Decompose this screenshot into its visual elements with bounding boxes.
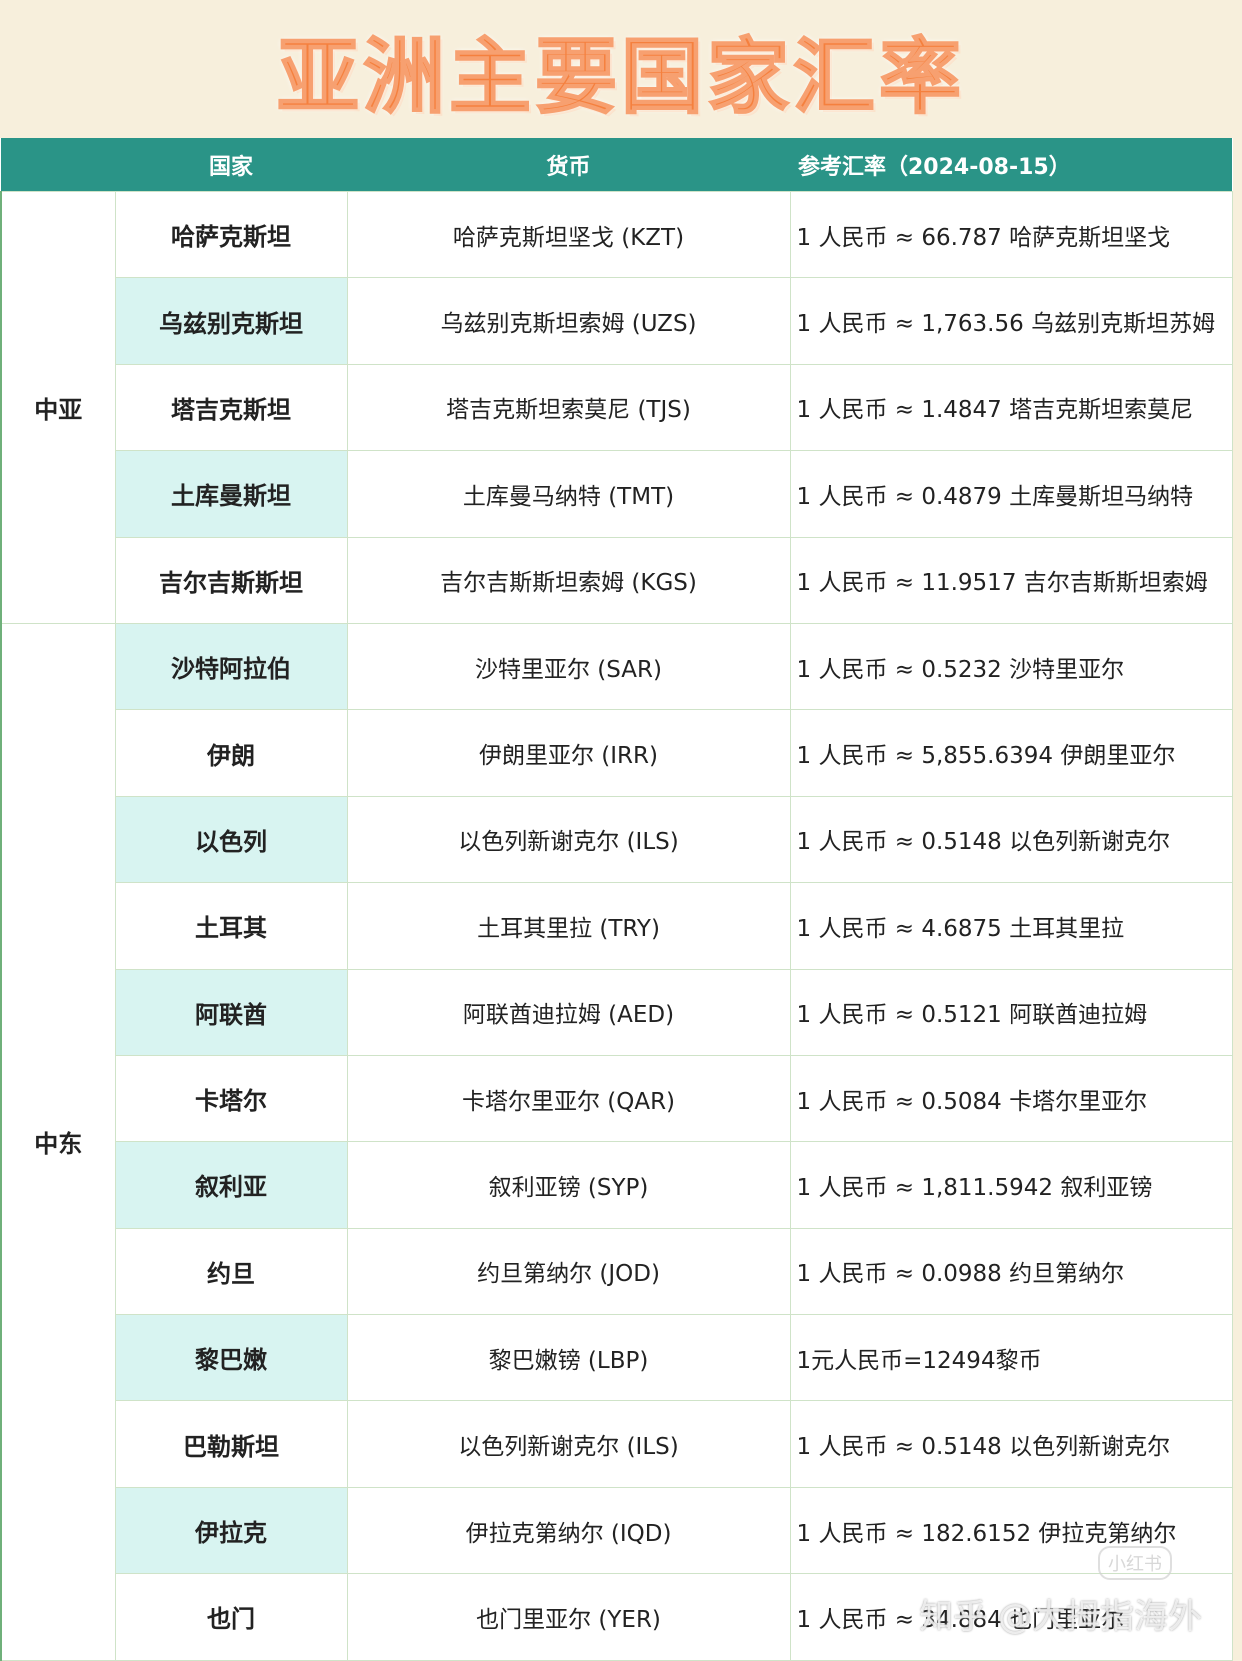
country-cell: 约旦 (114, 1227, 348, 1316)
table-row: 约旦 约旦第纳尔 (JOD) 1 人民币 ≈ 0.0988 约旦第纳尔 (1, 1227, 1233, 1316)
rate-cell: 1 人民币 ≈ 5,855.6394 伊朗里亚尔 (789, 709, 1233, 797)
rate-cell: 1 人民币 ≈ 66.787 哈萨克斯坦坚戈 (789, 190, 1233, 279)
rate-cell: 1 人民币 ≈ 0.5148 以色列新谢克尔 (789, 795, 1233, 884)
table-row: 以色列 以色列新谢克尔 (ILS) 1 人民币 ≈ 0.5148 以色列新谢克尔 (1, 795, 1233, 884)
currency-cell: 阿联酋迪拉姆 (AED) (346, 968, 791, 1056)
rate-cell: 1 人民币 ≈ 11.9517 吉尔吉斯斯坦索姆 (789, 536, 1233, 624)
rate-cell: 1 人民币 ≈ 0.5084 卡塔尔里亚尔 (789, 1054, 1233, 1143)
rate-cell: 1 人民币 ≈ 0.5121 阿联酋迪拉姆 (789, 968, 1233, 1056)
currency-cell: 土耳其里拉 (TRY) (346, 882, 791, 970)
currency-cell: 哈萨克斯坦坚戈 (KZT) (346, 190, 791, 279)
rate-cell: 1 人民币 ≈ 0.4879 土库曼斯坦马纳特 (789, 450, 1233, 538)
region-cell: 中东 (0, 622, 116, 1661)
table-row: 黎巴嫩 黎巴嫩镑 (LBP) 1元人民币=12494黎币 (1, 1314, 1233, 1402)
country-cell: 巴勒斯坦 (114, 1400, 348, 1488)
currency-cell: 也门里亚尔 (YER) (346, 1573, 791, 1661)
currency-cell: 土库曼马纳特 (TMT) (346, 450, 791, 538)
region-cell: 中亚 (0, 191, 116, 624)
currency-cell: 黎巴嫩镑 (LBP) (346, 1314, 791, 1402)
currency-cell: 塔吉克斯坦索莫尼 (TJS) (346, 363, 791, 452)
rate-cell: 1 人民币 ≈ 0.5148 以色列新谢克尔 (789, 1400, 1233, 1488)
rate-cell: 1 人民币 ≈ 1,811.5942 叙利亚镑 (789, 1141, 1233, 1229)
country-cell: 也门 (114, 1573, 348, 1661)
currency-cell: 伊拉克第纳尔 (IQD) (346, 1486, 791, 1575)
watermark-logo: 小红书 (1098, 1546, 1172, 1580)
table-row: 伊朗 伊朗里亚尔 (IRR) 1 人民币 ≈ 5,855.6394 伊朗里亚尔 (1, 709, 1233, 797)
table-row: 土耳其 土耳其里拉 (TRY) 1 人民币 ≈ 4.6875 土耳其里拉 (1, 882, 1233, 970)
country-cell: 叙利亚 (114, 1141, 348, 1229)
column-header: 货币 (347, 138, 790, 192)
country-cell: 乌兹别克斯坦 (114, 277, 348, 365)
table-row: 中亚 哈萨克斯坦 哈萨克斯坦坚戈 (KZT) 1 人民币 ≈ 66.787 哈萨克斯坦… (0, 190, 1233, 624)
header-row: 国家 货币 参考汇率（2024-08-15） (1, 138, 1232, 192)
table-row: 卡塔尔 卡塔尔里亚尔 (QAR) 1 人民币 ≈ 0.5084 卡塔尔里亚尔 (1, 1054, 1233, 1143)
currency-cell: 卡塔尔里亚尔 (QAR) (346, 1054, 791, 1143)
country-cell: 沙特阿拉伯 (114, 622, 348, 711)
rate-table: 国家 货币 参考汇率（2024-08-15） 中亚 哈萨克斯坦 哈萨克斯坦坚戈 (K… (0, 138, 1233, 1661)
table-row: 巴勒斯坦 以色列新谢克尔 (ILS) 1 人民币 ≈ 0.5148 以色列新谢克尔 (1, 1400, 1233, 1488)
watermark: 知乎 @大拇指海外 (919, 1597, 1202, 1637)
table-row: 塔吉克斯坦 塔吉克斯坦索莫尼 (TJS) 1 人民币 ≈ 1.4847 塔吉克斯坦索… (1, 363, 1233, 452)
currency-cell: 伊朗里亚尔 (IRR) (346, 709, 791, 797)
currency-cell: 吉尔吉斯斯坦索姆 (KGS) (346, 536, 791, 624)
country-cell: 伊拉克 (114, 1486, 348, 1575)
rate-cell: 1 人民币 ≈ 0.0988 约旦第纳尔 (789, 1227, 1233, 1316)
country-cell: 土库曼斯坦 (114, 450, 348, 538)
country-cell: 以色列 (114, 795, 348, 884)
country-cell: 土耳其 (114, 882, 348, 970)
currency-cell: 沙特里亚尔 (SAR) (346, 622, 791, 711)
column-header: 国家 (115, 138, 347, 192)
rate-cell: 1 人民币 ≈ 0.5232 沙特里亚尔 (789, 622, 1233, 711)
rate-cell: 1 人民币 ≈ 1.4847 塔吉克斯坦索莫尼 (789, 363, 1233, 452)
table-row: 吉尔吉斯斯坦 吉尔吉斯斯坦索姆 (KGS) 1 人民币 ≈ 11.9517 吉尔吉斯… (1, 536, 1233, 624)
country-cell: 阿联酋 (114, 968, 348, 1056)
table-row: 伊拉克 伊拉克第纳尔 (IQD) 1 人民币 ≈ 182.6152 伊拉克第纳尔 (1, 1486, 1233, 1575)
rate-cell: 1 人民币 ≈ 4.6875 土耳其里拉 (789, 882, 1233, 970)
table-row: 阿联酋 阿联酋迪拉姆 (AED) 1 人民币 ≈ 0.5121 阿联酋迪拉姆 (1, 968, 1233, 1056)
country-cell: 吉尔吉斯斯坦 (114, 536, 348, 624)
currency-cell: 以色列新谢克尔 (ILS) (346, 795, 791, 884)
country-cell: 黎巴嫩 (114, 1314, 348, 1402)
currency-cell: 乌兹别克斯坦索姆 (UZS) (346, 277, 791, 365)
table-row: 乌兹别克斯坦 乌兹别克斯坦索姆 (UZS) 1 人民币 ≈ 1,763.56 乌兹别… (1, 277, 1233, 365)
column-header: 参考汇率（2024-08-15） (790, 138, 1232, 192)
currency-cell: 约旦第纳尔 (JOD) (346, 1227, 791, 1316)
table-row: 叙利亚 叙利亚镑 (SYP) 1 人民币 ≈ 1,811.5942 叙利亚镑 (1, 1141, 1233, 1229)
country-cell: 卡塔尔 (114, 1054, 348, 1143)
title: 亚洲主要国家汇率 (276, 29, 965, 126)
rate-cell: 1元人民币=12494黎币 (789, 1314, 1233, 1402)
table-row: 土库曼斯坦 土库曼马纳特 (TMT) 1 人民币 ≈ 0.4879 土库曼斯坦马纳特 (1, 450, 1233, 538)
country-cell: 伊朗 (114, 709, 348, 797)
rate-cell: 1 人民币 ≈ 182.6152 伊拉克第纳尔 (789, 1486, 1233, 1575)
rate-cell: 1 人民币 ≈ 1,763.56 乌兹别克斯坦苏姆 (789, 277, 1233, 365)
column-header (1, 138, 115, 192)
currency-cell: 叙利亚镑 (SYP) (346, 1141, 791, 1229)
table-row: 中东 沙特阿拉伯 沙特里亚尔 (SAR) 1 人民币 ≈ 0.5232 沙特里亚尔 (0, 622, 1233, 1661)
country-cell: 塔吉克斯坦 (114, 363, 348, 452)
country-cell: 哈萨克斯坦 (114, 190, 348, 279)
currency-cell: 以色列新谢克尔 (ILS) (346, 1400, 791, 1488)
